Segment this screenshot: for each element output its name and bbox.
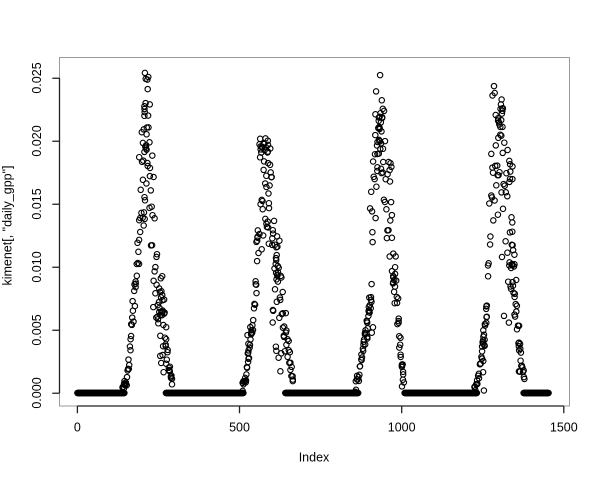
svg-text:0.025: 0.025 [30,62,44,93]
svg-text:0.000: 0.000 [30,377,44,408]
svg-text:kimenet[, "daily_gpp"]: kimenet[, "daily_gpp"] [1,165,15,285]
svg-text:0.020: 0.020 [30,125,44,156]
svg-text:0.005: 0.005 [30,314,44,345]
svg-text:0: 0 [74,421,81,435]
svg-text:1500: 1500 [550,421,578,435]
svg-text:0.010: 0.010 [30,251,44,282]
svg-text:1000: 1000 [388,421,416,435]
svg-text:500: 500 [229,421,250,435]
svg-text:Index: Index [299,451,330,465]
svg-text:0.015: 0.015 [30,188,44,219]
